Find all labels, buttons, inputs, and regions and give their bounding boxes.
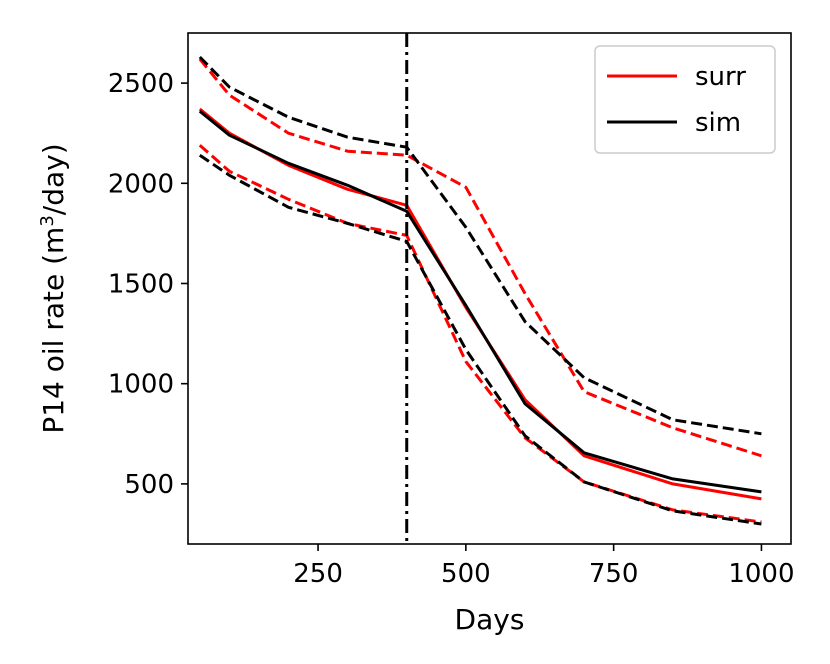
series-line-sim-lower [198,153,762,526]
series-line-sim [198,110,762,494]
y-tick-label: 1000 [108,370,174,400]
legend-box [594,45,776,154]
series-line-surr-upper [198,58,762,458]
axes-frame [187,32,792,545]
series-layer [198,55,762,526]
series-line-surr-lower [198,144,762,524]
y-tick-label: 500 [124,470,174,500]
y-axis-label: P14 oil rate (m3/day) [37,143,70,433]
y-tick-label: 1500 [108,269,174,299]
series-line-surr [198,107,762,501]
axis-ticks: 250 500 750 1000 500 1000 1500 2000 2500 [108,69,795,589]
x-tick-label: 500 [441,559,491,589]
x-tick-label: 750 [589,559,639,589]
legend: surr sim [594,45,776,154]
y-tick-label: 2500 [108,69,174,99]
x-tick-label: 1000 [728,559,794,589]
y-tick-label: 2000 [108,169,174,199]
x-axis-label: Days [455,603,525,636]
legend-label-sim: sim [695,108,741,138]
legend-label-surr: surr [695,62,746,92]
x-tick-label: 250 [293,559,343,589]
series-line-sim-upper [198,55,762,436]
